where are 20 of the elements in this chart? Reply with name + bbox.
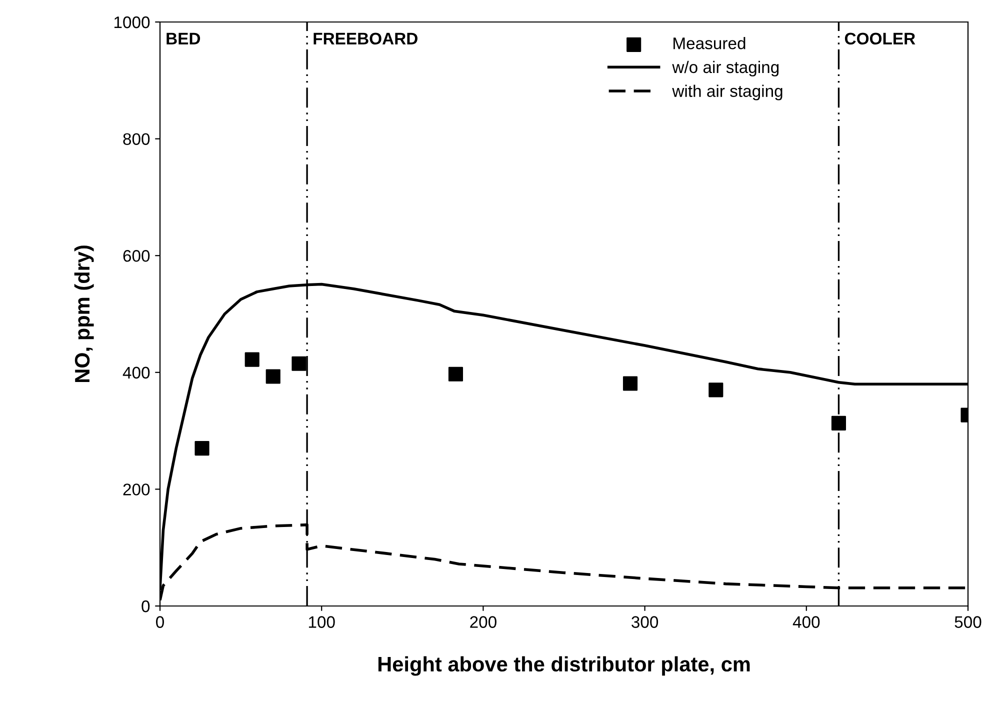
x-tick-label: 300 [632,616,658,628]
y-tick-label: 800 [123,133,150,146]
legend-label: w/o air staging [672,60,779,76]
y-axis-title: NO, ppm (dry) [74,246,94,382]
y-tick-label: 600 [123,250,150,262]
y-tick-label: 1000 [114,16,150,28]
x-tick-label: 500 [954,616,982,628]
annotation: COOLER [844,32,916,45]
legend-label: with air staging [672,84,782,100]
annotation: FREEBOARD [314,32,418,45]
annotation: BED [166,32,200,44]
x-tick-label: 100 [308,616,335,628]
x-tick-label: 0 [156,616,164,628]
legend-label: Measured [674,37,746,50]
y-tick-label: 400 [122,366,150,379]
y-tick-label: 0 [142,600,150,612]
x-tick-label: 200 [470,616,496,628]
y-tick-label: 200 [123,484,150,496]
x-tick-label: 400 [792,616,820,628]
x-axis-title: Height above the distributor plate, cm [378,656,750,676]
